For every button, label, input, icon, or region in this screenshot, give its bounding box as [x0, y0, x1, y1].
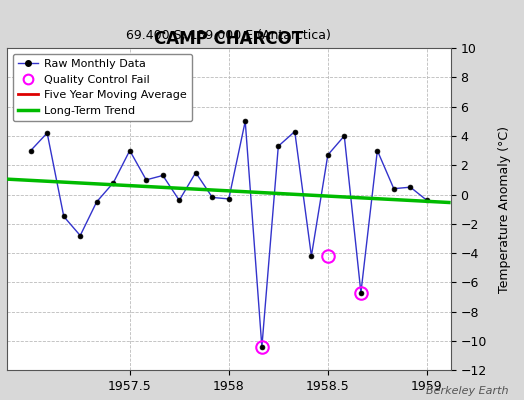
Legend: Raw Monthly Data, Quality Control Fail, Five Year Moving Average, Long-Term Tren: Raw Monthly Data, Quality Control Fail, …: [13, 54, 192, 121]
Text: Berkeley Earth: Berkeley Earth: [426, 386, 508, 396]
Text: 69.400 S, 139.000 E (Antarctica): 69.400 S, 139.000 E (Antarctica): [126, 28, 331, 42]
Title: CAMP CHARCOT: CAMP CHARCOT: [154, 30, 303, 48]
Y-axis label: Temperature Anomaly (°C): Temperature Anomaly (°C): [498, 126, 511, 293]
